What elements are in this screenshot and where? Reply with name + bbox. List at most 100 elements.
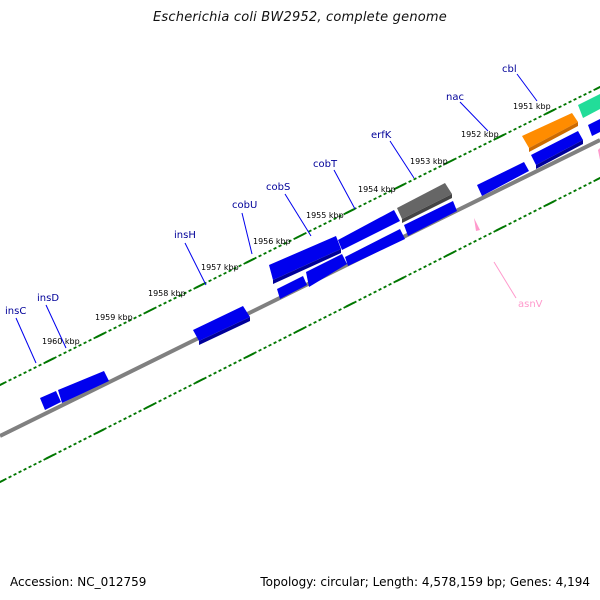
outer-tick-3	[13, 376, 17, 380]
outer-tick-66	[328, 219, 332, 223]
outer-tick-37	[183, 291, 187, 295]
gene-arrow-erfk[interactable]	[404, 201, 457, 236]
inner-tick-44	[218, 369, 222, 373]
inner-tick-21	[103, 427, 107, 431]
outer-tick-103	[513, 127, 517, 131]
inner-tick-75	[373, 290, 377, 294]
inner-tick-32	[158, 399, 162, 403]
inner-tick-24	[118, 419, 122, 423]
outer-tick-85	[423, 172, 427, 176]
scale-label-1953: 1953 kbp	[410, 157, 448, 166]
gene-arrow-cobU-b[interactable]	[306, 254, 347, 287]
inner-tick-107	[533, 209, 537, 213]
outer-tick-55	[273, 246, 277, 250]
outer-tick-95	[473, 147, 477, 151]
gene-arrow-nac-shadow	[536, 140, 583, 169]
gene-arrow-cobU[interactable]	[345, 229, 405, 266]
outer-tick-51	[253, 256, 257, 260]
genome-summary-text: Topology: circular; Length: 4,578,159 bp…	[260, 575, 590, 589]
outer-tick-15	[73, 346, 77, 350]
outer-tick-43	[213, 276, 217, 280]
outer-tick-78	[388, 189, 392, 193]
inner-tick-68	[338, 308, 342, 312]
outer-tick-11	[53, 356, 57, 360]
gene-arrow-nac[interactable]	[531, 131, 583, 165]
inner-tick-56	[278, 338, 282, 342]
scale-label-1958: 1958 kbp	[148, 289, 186, 298]
gene-arrow-cbl-green[interactable]	[578, 94, 600, 118]
outer-tick-54	[268, 249, 272, 253]
inner-tick-15	[73, 442, 77, 446]
inner-tick-102	[508, 222, 512, 226]
inner-tick-92	[458, 247, 462, 251]
inner-tick-26	[128, 414, 132, 418]
outer-tick-38	[188, 289, 192, 293]
inner-tick-73	[363, 295, 367, 299]
outer-tick-77	[383, 192, 387, 196]
inner-tick-51	[253, 351, 257, 355]
gene-arrow-gray[interactable]	[397, 183, 452, 219]
inner-tick-60	[295, 327, 305, 333]
outer-tick-40	[195, 282, 205, 289]
gene-arrow-cobS[interactable]	[269, 236, 341, 280]
gene-arrow-orange[interactable]	[522, 113, 578, 148]
inner-tick-70	[345, 301, 355, 308]
outer-tick-112	[558, 105, 562, 109]
gene-arrow-cobS-shadow	[273, 249, 341, 284]
inner-tick-116	[578, 186, 582, 190]
outer-tick-91	[453, 157, 457, 161]
outer-tick-22	[108, 328, 112, 332]
inner-tick-105	[523, 214, 527, 218]
inner-tick-93	[463, 244, 467, 248]
inner-tick-90	[445, 251, 455, 257]
gene-arrow-insH[interactable]	[193, 306, 250, 341]
inner-tick-40	[195, 377, 205, 384]
gene-arrow-insD[interactable]	[58, 371, 109, 403]
inner-tick-76	[378, 287, 382, 291]
inner-tick-37	[183, 386, 187, 390]
gene-arrow-erfk-right[interactable]	[477, 162, 529, 196]
inner-tick-20	[95, 428, 105, 435]
gene-arrow-upper-right[interactable]	[588, 119, 600, 136]
inner-tick-112	[558, 196, 562, 200]
outer-tick-68	[338, 214, 342, 218]
inner-tick-42	[208, 374, 212, 378]
outer-tick-81	[403, 182, 407, 186]
inner-tick-77	[383, 285, 387, 289]
outer-tick-21	[103, 331, 107, 335]
scale-label-1951: 1951 kbp	[513, 102, 551, 111]
inner-tick-115	[573, 189, 577, 193]
inner-tick-1	[3, 477, 7, 481]
outer-tick-27	[133, 316, 137, 320]
outer-tick-76	[378, 194, 382, 198]
scale-label-1956: 1956 kbp	[253, 237, 291, 246]
outer-tick-31	[153, 306, 157, 310]
outer-tick-29	[143, 311, 147, 315]
inner-tick-13	[63, 447, 67, 451]
inner-tick-104	[518, 217, 522, 221]
inner-tick-19	[93, 432, 97, 436]
gene-label-insC: insC	[5, 306, 26, 317]
gene-arrow-cobU-c[interactable]	[277, 276, 307, 299]
outer-tick-1	[3, 380, 7, 385]
outer-tick-100	[495, 133, 505, 140]
outer-tick-120	[595, 85, 600, 90]
outer-tick-17	[83, 341, 87, 345]
map-title: Escherichia coli BW2952, complete genome	[153, 10, 447, 25]
outer-tick-46	[228, 269, 232, 273]
inner-tick-4	[18, 470, 22, 474]
inner-tick-49	[243, 356, 247, 360]
inner-tick-100	[495, 225, 505, 232]
gene-arrow-cobT[interactable]	[338, 210, 400, 250]
scale-label-1952: 1952 kbp	[461, 130, 499, 139]
outer-tick-2	[8, 378, 12, 382]
trna-arrow-asnV[interactable]	[474, 218, 480, 231]
inner-tick-38	[188, 384, 192, 388]
inner-tick-95	[473, 239, 477, 243]
gene-arrow-insC[interactable]	[40, 391, 61, 410]
outer-tick-8	[38, 363, 42, 367]
inner-tick-0	[0, 479, 5, 484]
inner-tick-18	[88, 434, 92, 438]
outer-tick-90	[445, 158, 455, 165]
